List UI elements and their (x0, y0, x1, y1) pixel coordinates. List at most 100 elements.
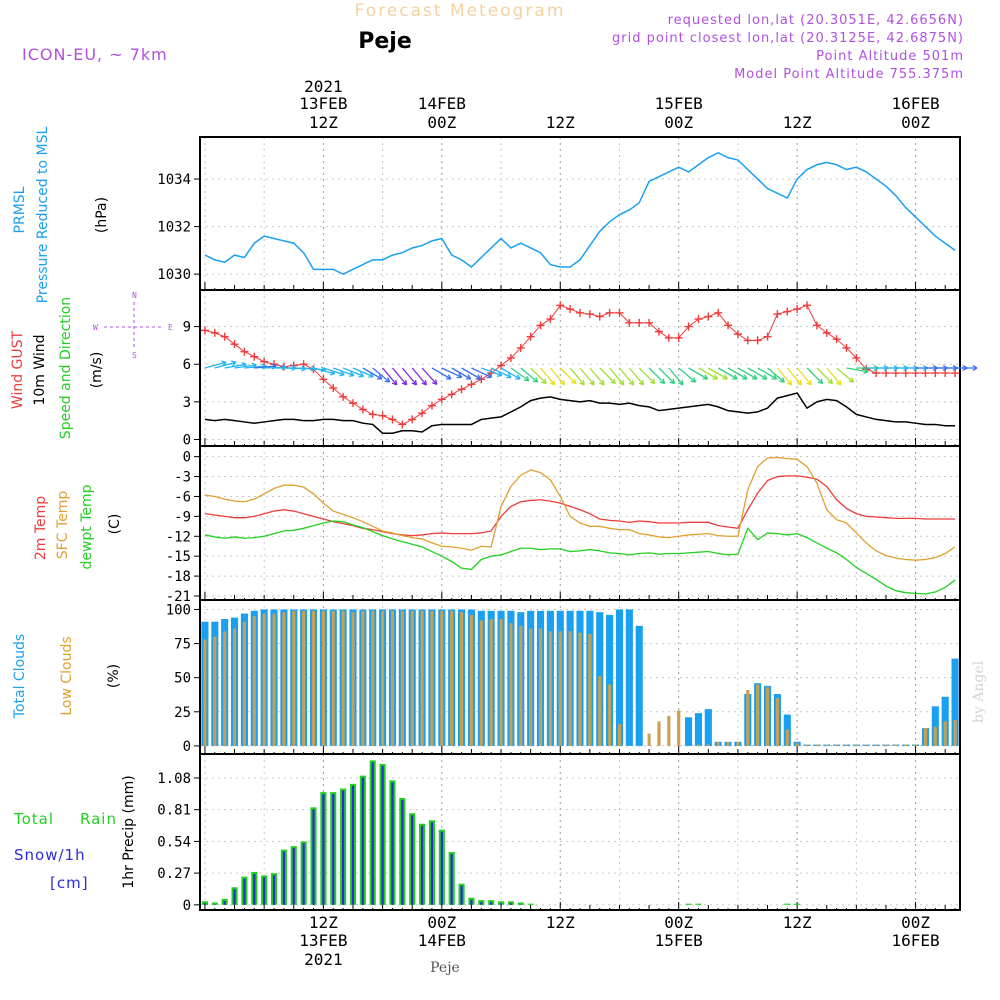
wind-arrow-head (827, 378, 834, 385)
pct-unit: (%) (106, 664, 122, 688)
wind-arrow (836, 367, 854, 383)
wind-arrow-head (771, 374, 778, 380)
wind-arrow (490, 367, 512, 378)
gust-marker (368, 410, 377, 419)
snow-bar (253, 873, 256, 905)
y-tick-label: 0 (183, 432, 191, 448)
wind-arrow (520, 367, 539, 383)
gust-marker (319, 375, 328, 384)
rain-bar (685, 903, 692, 905)
gust-marker (447, 390, 456, 399)
wind-arrow-head (506, 372, 512, 379)
low-cloud-bar (706, 744, 710, 746)
low-cloud-bar (647, 733, 651, 746)
bottom-year-label: 2021 (304, 950, 343, 969)
gust-marker (852, 353, 861, 362)
wind-arrow (391, 367, 408, 386)
cloud-side-labels: Total Clouds Low Clouds (%) (12, 634, 122, 719)
low-cloud-bar (765, 687, 770, 746)
compass-east: E (168, 323, 173, 332)
low-cloud-bar (341, 610, 345, 746)
wind-arrow-head (523, 375, 530, 382)
gust-marker (556, 301, 565, 310)
wind-arrow (569, 367, 585, 386)
wind-arrow (481, 367, 503, 377)
wind-arrow-head (779, 377, 785, 383)
prmsl-label: PRMSL (12, 186, 28, 233)
low-cloud-bar (677, 710, 681, 746)
wind-arrow-head (638, 379, 645, 386)
low-cloud-bar (736, 741, 740, 746)
y-tick-label: 0 (183, 739, 191, 755)
wind-arrow-head (401, 379, 408, 386)
gust-marker (921, 369, 930, 378)
low-cloud-bar (282, 612, 286, 746)
wind-arrow (648, 367, 666, 385)
wind-arrow (461, 367, 481, 380)
gust-marker (408, 415, 417, 424)
wind-arrow (441, 367, 463, 378)
snow-bar (490, 902, 493, 905)
wind-arrow (530, 367, 547, 385)
gust-marker (595, 312, 604, 321)
gust-marker (704, 312, 713, 321)
low-cloud-bar (262, 613, 266, 746)
snow-bar (499, 903, 503, 905)
top-hour-label: 12Z (309, 113, 338, 132)
wind-arrow (579, 367, 595, 386)
wind-arrow-head (475, 374, 482, 380)
total-cloud-bar (951, 658, 959, 746)
wind-arrow (688, 367, 708, 380)
wind-arrow-head (678, 379, 684, 386)
bottom-hour-label: 12Z (783, 913, 812, 932)
bottom-date-label: 14FEB (418, 931, 466, 950)
gust-marker (230, 340, 239, 349)
low-cloud-bar (420, 610, 424, 746)
low-cloud-bar (381, 610, 385, 746)
low-cloud-bar (489, 619, 493, 746)
wind-arrow-head (599, 379, 605, 386)
wind-arrow-head (391, 379, 398, 386)
wind-arrow (806, 367, 824, 385)
snow-bar (509, 903, 513, 905)
wind-arrow (451, 367, 472, 380)
bottom-location: Peje (430, 960, 460, 976)
low-cloud-bar (874, 744, 878, 746)
total-cloud-bar (685, 717, 693, 746)
low-cloud-bar (371, 610, 375, 746)
wind-arrow-head (817, 378, 824, 385)
y-tick-label: 3 (183, 395, 191, 411)
wind-arrow (638, 367, 656, 385)
gust-marker (822, 328, 831, 337)
low-cloud-bar (756, 684, 760, 746)
low-cloud-bar (617, 724, 622, 746)
pressure-msl-label: Pressure Reduced to MSL (35, 126, 51, 303)
wind-side-labels: Wind GUST 10m Wind Speed and Direction (… (10, 291, 173, 439)
wind-arrow (540, 367, 556, 386)
top-title: Forecast Meteogram (355, 1, 566, 21)
gust-marker (635, 318, 644, 327)
low-cloud-bar (815, 744, 819, 746)
wind-arrow-head (384, 377, 391, 383)
wind-arrow (500, 367, 521, 380)
wind-arrow (214, 361, 237, 369)
low-cloud-bar (242, 621, 246, 746)
gust-marker (348, 399, 357, 408)
y-tick-label: 0.54 (157, 834, 191, 850)
low-cloud-bar (943, 721, 947, 746)
ms-unit: (m/s) (89, 352, 105, 389)
wind-arrow (707, 367, 728, 380)
gust-marker (714, 308, 723, 317)
wind-arrow-head (848, 377, 855, 383)
snow-label: Snow/1h (14, 846, 86, 864)
wind-arrow-head (456, 372, 463, 379)
wind-arrow-head (702, 374, 709, 380)
model-label: ICON-EU, ~ 7km (22, 45, 168, 64)
wind-arrow (698, 367, 718, 380)
gust-marker (773, 310, 782, 319)
top-hour-label: 00Z (664, 113, 693, 132)
gust-marker (516, 343, 525, 352)
bottom-hour-label: 12Z (309, 913, 338, 932)
low-cloud-bar (775, 698, 779, 746)
